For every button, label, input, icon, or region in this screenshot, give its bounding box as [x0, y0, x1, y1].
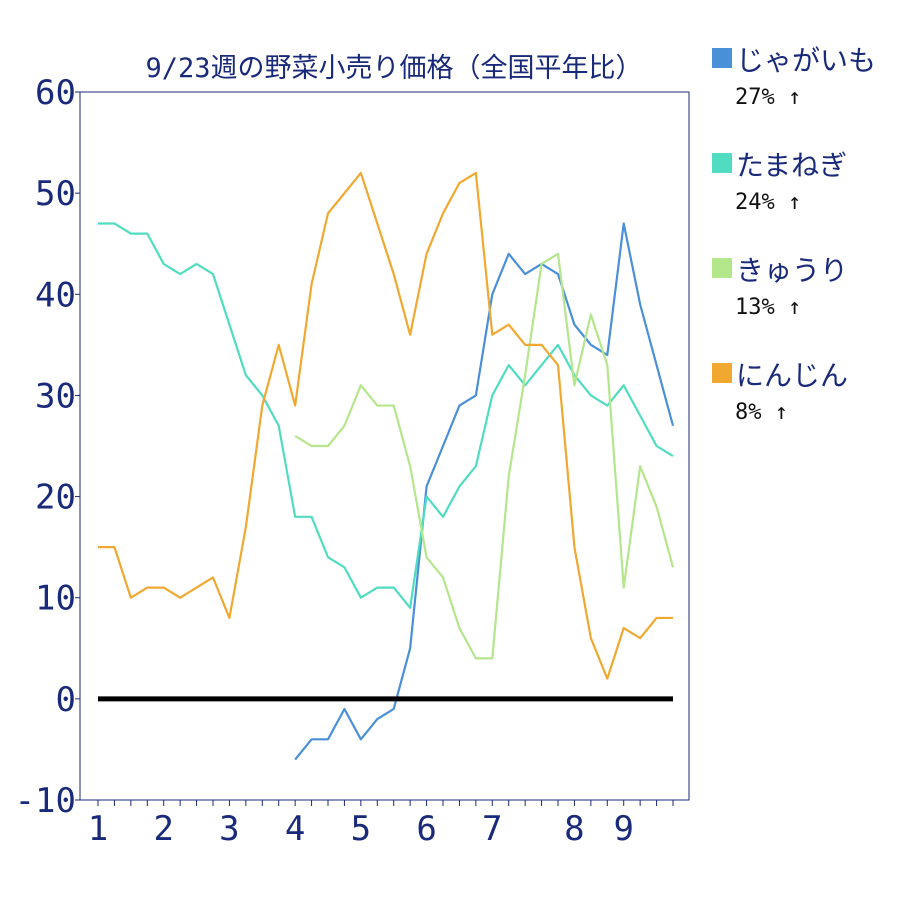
legend-label-3: にんじん [736, 359, 848, 392]
series-lines [98, 171, 675, 761]
legend-label-0: じゃがいも [736, 44, 876, 77]
y-tick-label: 60 [35, 73, 76, 113]
y-tick-label: 40 [35, 275, 76, 315]
legend-value-2: 13% ↑ [735, 295, 801, 320]
plot-area [79, 91, 690, 801]
series-line-1 [98, 222, 674, 609]
x-tick-label: 7 [482, 809, 502, 849]
legend-swatch-1 [712, 153, 732, 173]
legend-label-2: きゅうり [736, 254, 848, 287]
x-tick-label: 6 [416, 809, 436, 849]
legend-label-1: たまねぎ [736, 149, 847, 182]
x-tick-label: 2 [153, 809, 173, 849]
legend: じゃがいも 27% ↑ たまねぎ 24% ↑ きゅうり 13% ↑ にんじん 8% ↑ [712, 44, 876, 425]
series-line-2 [294, 252, 675, 660]
legend-value-0: 27% ↑ [735, 85, 801, 110]
y-tick-label: -10 [15, 781, 76, 821]
legend-swatch-3 [712, 363, 732, 383]
x-tick-label: 4 [285, 809, 305, 849]
legend-swatch-0 [712, 48, 732, 68]
y-tick-label: 10 [35, 579, 76, 619]
x-tick-label: 1 [88, 809, 108, 849]
legend-swatch-2 [712, 258, 732, 278]
series-line-0 [294, 222, 675, 761]
legend-value-1: 24% ↑ [735, 190, 801, 215]
x-tick-label: 9 [613, 809, 633, 849]
x-tick-label: 8 [564, 809, 584, 849]
y-tick-label: 20 [35, 478, 76, 518]
x-tick-label: 5 [351, 809, 371, 849]
legend-value-3: 8% ↑ [735, 400, 788, 425]
y-axis: 60 50 40 30 20 10 0 -10 [15, 73, 80, 821]
y-tick-label: 0 [56, 680, 76, 720]
chart-title: 9/23週の野菜小売り価格（全国平年比） [145, 53, 642, 84]
series-line-3 [98, 171, 673, 680]
y-tick-label: 30 [35, 376, 76, 416]
x-tick-label: 3 [219, 809, 239, 849]
y-tick-label: 50 [35, 174, 76, 214]
